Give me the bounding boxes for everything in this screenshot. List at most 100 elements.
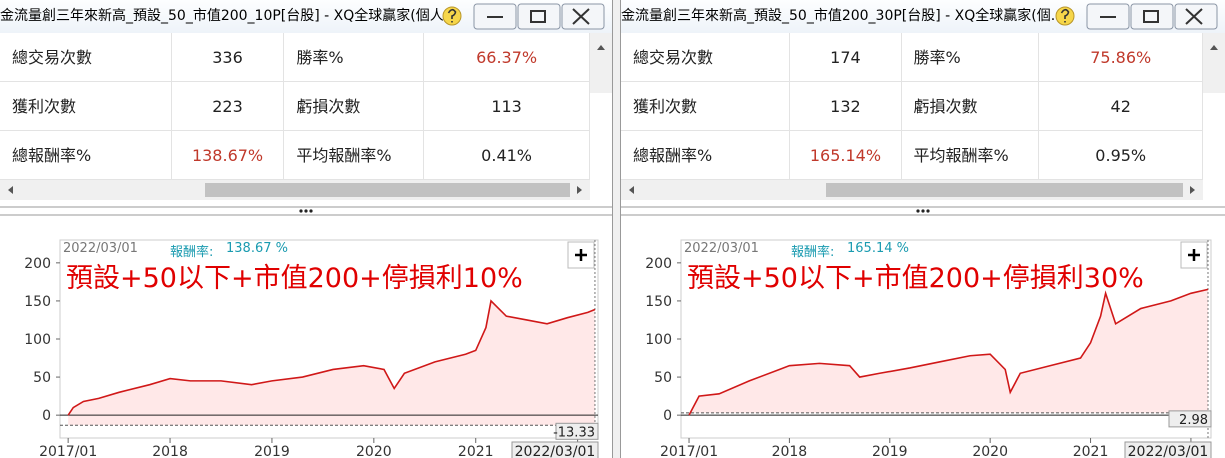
area-fill [68,300,595,426]
close-button[interactable] [561,3,605,30]
splitter-handle[interactable] [299,209,303,213]
stat-label: 獲利次數 [0,82,172,131]
maximize-button-glyph [530,10,546,23]
scroll-right[interactable] [1190,186,1195,194]
area-fill [689,289,1208,416]
y-tick-label: 150 [645,294,672,310]
chart-date: 2022/03/01 [684,241,759,256]
stat-label: 總報酬率% [0,131,172,180]
h-scroll-thumb[interactable] [826,183,1183,197]
x-tick-label: 2020 [356,444,392,458]
y-tick-label: 100 [24,332,51,348]
v-scrollbar [1203,33,1225,93]
splitter-handle[interactable] [921,209,925,213]
h-scroll-thumb[interactable] [205,183,570,197]
stat-value: 66.37% [424,33,590,82]
zoom-glyph [1188,249,1200,261]
y-tick-label: 50 [654,370,672,386]
x-tick-label: 2018 [772,444,808,458]
x-tick-label: 2021 [458,444,494,458]
x-tick-label: 2019 [872,444,908,458]
stat-value: 132 [790,82,902,131]
stat-value: 42 [1039,82,1203,131]
stat-label: 虧損次數 [284,82,425,131]
stat-label: 總交易次數 [0,33,172,82]
y-tick-label: 0 [42,408,51,424]
title-buttons [442,3,605,30]
scroll-up[interactable] [597,45,605,50]
maximize-button-glyph [1143,10,1159,23]
baseline-label-box [555,422,599,440]
stat-label: 平均報酬率% [901,131,1040,180]
zoom-glyph [575,249,587,261]
divider [612,0,621,458]
x-tick-label: 2019 [254,444,290,458]
stat-value: 0.95% [1039,131,1203,180]
stat-value: 0.41% [424,131,590,180]
stat-value: 165.14% [790,131,902,180]
stat-label: 虧損次數 [901,82,1040,131]
stat-value: 75.86% [1039,33,1203,82]
stat-value: 138.67% [171,131,285,180]
scroll-up[interactable] [1210,45,1218,50]
chart-date: 2022/03/01 [63,241,138,256]
x-tick-label: 2020 [972,444,1008,458]
cursor-date: 2022/03/01 [1128,444,1209,458]
x-tick-label: 2017/01 [39,444,97,458]
h-scrollbar [0,180,612,216]
maximize-button[interactable] [1130,3,1174,30]
chart: 0501001502002017/0120182019202020212022-… [24,239,599,458]
stat-label: 總報酬率% [621,131,791,180]
y-tick-label: 200 [24,256,51,272]
cursor-date: 2022/03/01 [515,444,596,458]
return-line [67,299,596,416]
splitter-handle[interactable] [309,209,313,213]
annotation: 預設+50以下+市值200+停損利10% [66,263,523,294]
date-box [511,441,599,458]
return-label: 報酬率: [170,245,214,260]
plot-frame [59,239,599,439]
annotation: 預設+50以下+市值200+停損利30% [687,263,1144,294]
baseline-label: 2.98 [1179,413,1208,428]
stat-value: 336 [171,33,285,82]
title-buttons [1055,3,1218,30]
return-label: 報酬率: [791,245,835,260]
splitter-handle[interactable] [304,209,308,213]
scroll-left[interactable] [8,186,13,194]
y-tick-label: 0 [663,408,672,424]
return-line [688,288,1209,416]
close-button[interactable] [1174,3,1218,30]
help-glyph [447,8,457,23]
stat-label: 勝率% [901,33,1040,82]
return-value: 165.14 % [847,241,909,256]
splitter-handle[interactable] [926,209,930,213]
y-tick-label: 100 [645,332,672,348]
baseline-label-box [1168,410,1212,428]
scrollbars [1203,33,1225,93]
close-button-glyph [572,8,590,25]
scroll-left[interactable] [629,186,634,194]
window: 金流量創三年來新高_預設_50_市值200_30P[台股] - XQ全球贏家(個… [621,0,1225,458]
stat-value: 223 [171,82,285,131]
maximize-button[interactable] [517,3,561,30]
help-glyph [1060,8,1070,23]
stat-value: 174 [790,33,902,82]
scrollbars [590,33,612,93]
chart: 0501001502002017/01201820192020202120222… [645,239,1212,458]
date-box [1124,441,1212,458]
window: 金流量創三年來新高_預設_50_市值200_10P[台股] - XQ全球贏家(個… [0,0,612,458]
y-tick-label: 200 [645,256,672,272]
y-tick-label: 50 [33,370,51,386]
y-tick-label: 150 [24,294,51,310]
stat-value: 113 [424,82,590,131]
splitter-handle[interactable] [916,209,920,213]
h-scrollbar [621,180,1225,216]
baseline-label: -13.33 [553,425,595,440]
x-tick-label: 2017/01 [660,444,718,458]
stat-label: 勝率% [284,33,425,82]
scroll-right[interactable] [577,186,582,194]
v-scrollbar [590,33,612,93]
plot-frame [680,239,1212,439]
x-tick-label: 2018 [152,444,188,458]
x-tick-label: 2021 [1073,444,1109,458]
